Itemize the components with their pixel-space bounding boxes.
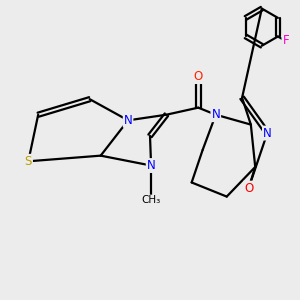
Text: O: O (244, 182, 253, 195)
Text: N: N (263, 127, 272, 140)
Text: N: N (124, 114, 133, 127)
Text: F: F (282, 34, 289, 47)
Text: CH₃: CH₃ (142, 195, 161, 205)
Text: N: N (212, 108, 220, 121)
Text: N: N (147, 159, 155, 172)
Text: S: S (25, 155, 32, 168)
Text: O: O (194, 70, 203, 83)
